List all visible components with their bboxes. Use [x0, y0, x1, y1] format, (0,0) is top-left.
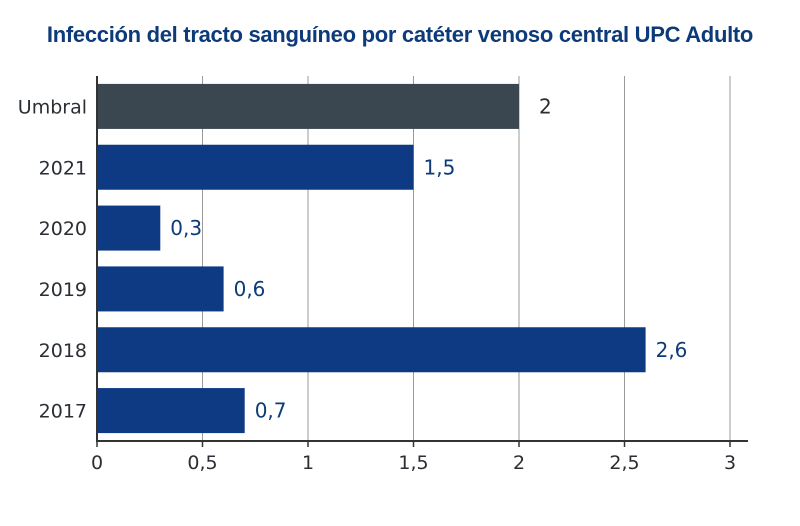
- bar-2018: [97, 327, 646, 373]
- x-tick-label-5: 2,5: [609, 452, 639, 474]
- category-label-2018: 2018: [39, 340, 87, 362]
- x-tick-label-1: 0,5: [187, 452, 217, 474]
- category-label-2020: 2020: [39, 218, 87, 240]
- bar-2021: [97, 144, 414, 190]
- data-label-2019: 0,6: [234, 277, 266, 301]
- category-label-umbral: Umbral: [18, 96, 87, 118]
- data-label-2018: 2,6: [656, 338, 688, 362]
- data-label-2017: 0,7: [255, 399, 287, 423]
- chart-title: Infección del tracto sanguíneo por catét…: [46, 22, 754, 47]
- bar-2019: [97, 266, 224, 312]
- x-tick-label-0: 0: [91, 452, 103, 474]
- data-label-2020: 0,3: [170, 216, 202, 240]
- x-tick-label-4: 2: [513, 452, 525, 474]
- x-tick-label-6: 3: [724, 452, 736, 474]
- x-tick-label-3: 1,5: [398, 452, 428, 474]
- data-label-umbral: 2: [539, 94, 552, 118]
- bar-umbral: [97, 83, 519, 129]
- data-label-2021: 1,5: [424, 155, 456, 179]
- bar-2017: [97, 388, 245, 434]
- x-tick-label-2: 1: [302, 452, 314, 474]
- category-label-2017: 2017: [39, 401, 87, 423]
- bar-2020: [97, 205, 161, 251]
- category-label-2019: 2019: [39, 279, 87, 301]
- category-label-2021: 2021: [39, 157, 87, 179]
